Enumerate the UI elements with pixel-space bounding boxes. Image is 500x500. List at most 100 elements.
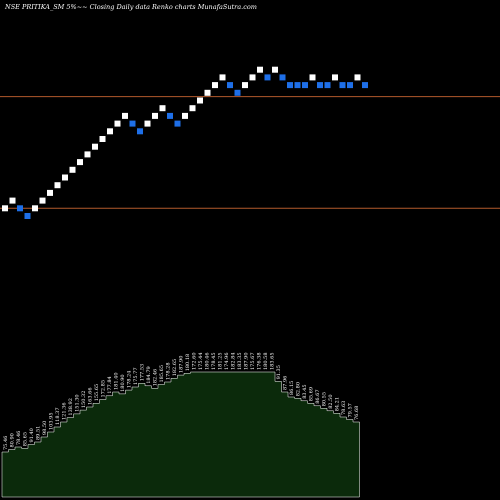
renko-brick-up <box>197 97 203 104</box>
volume-label: 180.90 <box>120 374 126 392</box>
renko-brick-down <box>287 82 293 89</box>
volume-label: 184.79 <box>146 366 152 384</box>
renko-brick-up <box>354 74 361 81</box>
volume-label: 178.28 <box>165 363 171 381</box>
renko-brick-down <box>174 120 181 127</box>
volume-label: 180.18 <box>185 354 191 372</box>
volume-label: 172.85 <box>100 380 106 398</box>
volume-labels: 75.46 80.90 78.46 85.65 91.40 89.51 98.50 103.9… <box>3 353 360 451</box>
volume-label: 175.77 <box>133 368 139 386</box>
volume-label: 151.30 <box>74 394 80 412</box>
volume-label: 187.90 <box>243 353 249 371</box>
volume-label: 138.92 <box>68 398 74 416</box>
renko-brick-up <box>204 89 211 96</box>
volume-label: 172.60 <box>191 353 197 371</box>
volume-label: 85.69 <box>308 387 314 401</box>
renko-brick-down <box>362 82 368 89</box>
volume-label: 183.35 <box>237 353 243 371</box>
volume-label: 80.90 <box>9 433 15 447</box>
volume-label: 118.37 <box>55 408 61 426</box>
renko-brick-down <box>317 82 323 89</box>
volume-label: 155.65 <box>94 384 100 402</box>
volume-label: 177.53 <box>139 364 145 382</box>
chart-title: NSE PRITIKA_SM 5%~~ Closing Daily data R… <box>4 3 257 11</box>
volume-label: 98.50 <box>42 421 48 435</box>
renko-brick-up <box>69 166 76 173</box>
volume-label: 174.96 <box>224 353 230 371</box>
renko-brick-down <box>227 82 233 89</box>
volume-label: 180.58 <box>263 353 269 371</box>
volume-label: 185.65 <box>159 365 165 383</box>
renko-brick-up <box>272 66 278 73</box>
renko-brick-up <box>84 151 91 158</box>
renko-brick-down <box>17 205 23 212</box>
volume-label: 183.65 <box>269 353 275 371</box>
reference-lines <box>0 96 500 209</box>
volume-label: 187.90 <box>178 356 184 374</box>
renko-brick-up <box>39 197 46 204</box>
renko-brick-up <box>9 197 16 204</box>
renko-brick-up <box>122 112 128 119</box>
renko-brick-up <box>332 74 338 81</box>
volume-label: 181.40 <box>113 373 119 391</box>
volume-label: 80.55 <box>321 392 327 406</box>
renko-brick-down <box>264 74 271 81</box>
volume-label: 182.46 <box>152 369 158 387</box>
volume-label: 78.63 <box>341 401 347 415</box>
renko-brick-up <box>47 189 53 196</box>
volume-area <box>1 371 360 498</box>
renko-brick-up <box>159 105 166 112</box>
volume-label: 86.15 <box>289 381 295 395</box>
volume-label: 82.80 <box>295 382 301 396</box>
renko-bricks <box>2 66 368 219</box>
renko-brick-up <box>77 159 83 166</box>
renko-brick-up <box>54 182 61 189</box>
renko-brick-up <box>309 74 316 81</box>
renko-brick-down <box>302 82 308 89</box>
volume-label: 91.40 <box>29 428 35 442</box>
renko-brick-up <box>249 74 256 81</box>
volume-label: 177.84 <box>107 376 113 394</box>
volume-label: 121.36 <box>61 403 67 421</box>
volume-label: 163.66 <box>87 388 93 406</box>
renko-brick-down <box>339 82 346 89</box>
renko-brick-up <box>242 82 248 89</box>
renko-brick-down <box>347 82 353 89</box>
volume-label: 79.57 <box>347 403 353 417</box>
volume-label: 175.67 <box>250 353 256 371</box>
volume-label: 84.21 <box>334 397 340 411</box>
renko-brick-up <box>219 74 226 81</box>
renko-brick-down <box>324 82 331 89</box>
renko-brick-down <box>24 213 31 219</box>
volume-label: 175.44 <box>198 353 204 371</box>
volume-label: 89.51 <box>35 426 41 440</box>
renko-brick-up <box>152 112 158 119</box>
renko-brick-down <box>167 112 173 119</box>
renko-brick-down <box>129 120 136 127</box>
renko-brick-up <box>144 120 151 127</box>
volume-label: 181.25 <box>217 353 223 371</box>
volume-label: 86.67 <box>315 389 321 403</box>
renko-brick-up <box>99 136 106 142</box>
volume-area-fill <box>1 371 360 498</box>
renko-brick-down <box>294 82 301 89</box>
volume-label: 75.46 <box>3 436 9 450</box>
volume-label: 182.65 <box>172 359 178 377</box>
renko-brick-up <box>212 82 218 89</box>
renko-brick-down <box>234 89 241 96</box>
renko-brick-up <box>182 112 188 119</box>
volume-label: 83.45 <box>302 384 308 398</box>
renko-brick-up <box>114 120 121 127</box>
volume-label: 78.46 <box>16 431 22 445</box>
volume-label: 76.68 <box>354 406 360 420</box>
renko-brick-down <box>137 128 143 135</box>
volume-label: 150.32 <box>81 391 87 409</box>
volume-label: 180.46 <box>204 353 210 371</box>
volume-label: 91.35 <box>276 365 282 379</box>
volume-label: 85.65 <box>22 432 28 446</box>
volume-label: 87.96 <box>282 376 288 390</box>
renko-brick-down <box>279 74 286 81</box>
renko-brick-up <box>62 174 68 181</box>
renko-brick-up <box>189 105 196 112</box>
